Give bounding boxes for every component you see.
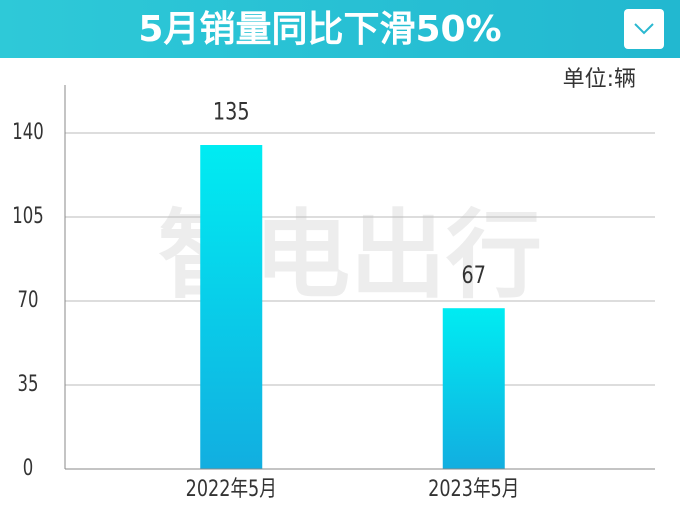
data-label: 135 [213,99,250,127]
dropdown-button[interactable] [624,9,664,49]
chevron-icon [634,23,654,35]
y-tick-label: 140 [12,119,43,145]
chart-title: 5月销量同比下滑50% [138,9,501,50]
bar [200,145,263,469]
x-tick-label: 2022年5月 [186,476,277,501]
y-tick-label: 70 [18,287,39,313]
title-banner [0,0,680,58]
x-tick-label: 2023年5月 [428,476,519,501]
unit-label: 单位:辆 [563,67,636,92]
y-tick-label: 35 [18,371,39,397]
y-tick-label: 0 [23,455,34,481]
data-label: 67 [462,262,486,290]
bar [442,308,505,469]
y-tick-label: 105 [12,203,43,229]
